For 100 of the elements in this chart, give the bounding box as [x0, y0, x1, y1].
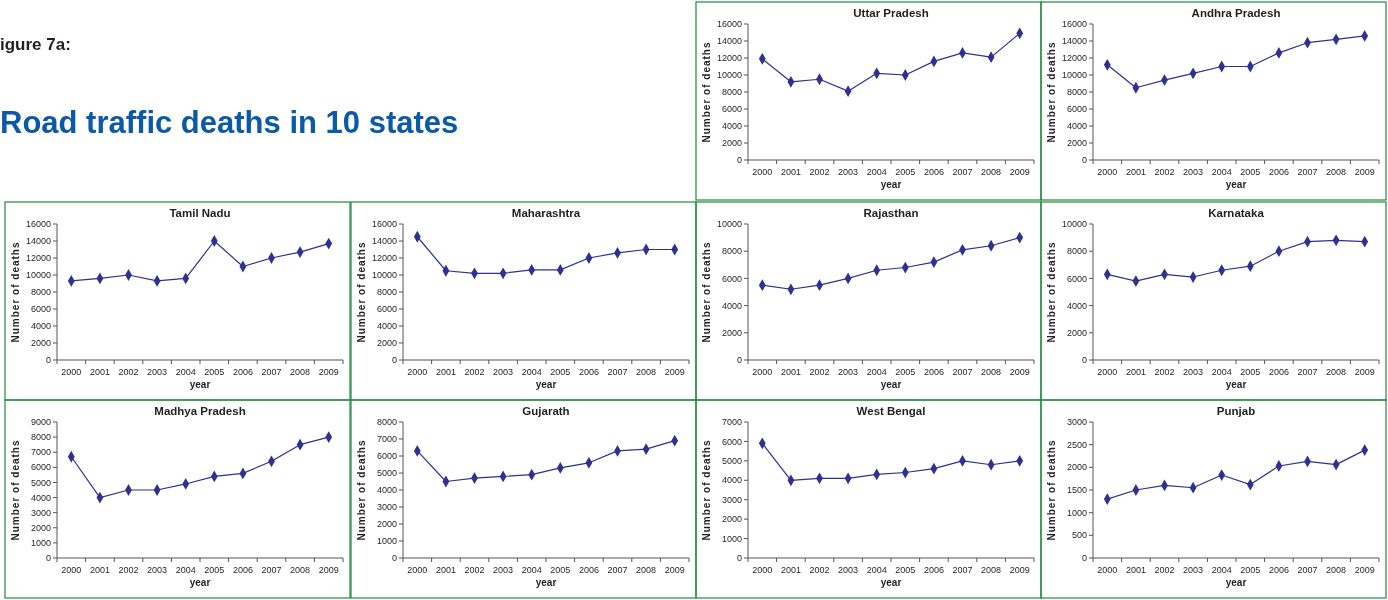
x-tick-label: 2002 [1154, 367, 1175, 377]
y-tick-label: 5000 [30, 477, 51, 488]
y-tick-label: 2000 [30, 522, 51, 533]
x-tick-label: 2008 [981, 167, 1002, 177]
x-tick-label: 2001 [435, 565, 456, 575]
y-tick-label: 4000 [376, 321, 397, 332]
y-tick-label: 16000 [716, 19, 742, 30]
x-tick-label: 2000 [752, 565, 773, 575]
x-tick-label: 2005 [1240, 565, 1261, 575]
x-tick-label: 2004 [1211, 367, 1232, 377]
x-tick-label: 2007 [261, 565, 282, 575]
y-tick-label: 0 [391, 355, 397, 366]
x-tick-label: 2008 [290, 565, 311, 575]
y-tick-label: 6000 [376, 304, 397, 315]
y-tick-label: 12000 [716, 53, 742, 64]
chart-title: Andhra Pradesh [1191, 7, 1281, 19]
y-tick-label: 0 [45, 355, 51, 366]
x-axis-title: year [535, 379, 557, 390]
y-tick-label: 8000 [30, 432, 51, 443]
y-tick-label: 3000 [376, 502, 397, 513]
y-tick-label: 6000 [721, 436, 742, 447]
x-tick-label: 2003 [838, 367, 859, 377]
x-tick-label: 2008 [636, 367, 657, 377]
x-tick-label: 2006 [232, 565, 253, 575]
x-tick-label: 2005 [895, 565, 916, 575]
x-tick-label: 2006 [232, 367, 253, 377]
y-tick-label: 0 [1081, 553, 1087, 564]
y-tick-label: 16000 [25, 219, 51, 230]
y-tick-label: 10000 [1061, 219, 1087, 230]
x-tick-label: 2001 [1125, 565, 1146, 575]
y-tick-label: 10000 [25, 270, 51, 281]
y-tick-label: 2000 [30, 338, 51, 349]
x-tick-label: 2004 [175, 367, 196, 377]
x-tick-label: 2002 [809, 167, 830, 177]
x-axis-title: year [535, 577, 557, 588]
y-tick-label: 0 [736, 355, 742, 366]
text: Road traffic deaths in 10 states [0, 105, 459, 140]
x-tick-label: 2003 [1183, 565, 1204, 575]
x-tick-label: 2000 [61, 565, 82, 575]
x-tick-label: 2000 [1097, 167, 1118, 177]
x-tick-label: 2005 [204, 565, 225, 575]
y-tick-label: 12000 [25, 253, 51, 264]
x-tick-label: 2005 [895, 367, 916, 377]
x-tick-label: 2009 [1354, 367, 1375, 377]
x-tick-label: 2007 [607, 367, 628, 377]
x-tick-label: 2009 [1354, 565, 1375, 575]
x-tick-label: 2009 [1009, 367, 1030, 377]
x-tick-label: 2006 [923, 367, 944, 377]
y-tick-label: 6000 [721, 104, 742, 115]
y-tick-label: 2000 [1066, 138, 1087, 149]
y-tick-label: 4000 [721, 121, 742, 132]
x-tick-label: 2009 [318, 367, 339, 377]
x-tick-label: 2005 [1240, 367, 1261, 377]
chart-title: Tamil Nadu [169, 207, 231, 219]
x-tick-label: 2004 [175, 565, 196, 575]
y-tick-label: 16000 [1061, 19, 1087, 30]
x-tick-label: 2003 [147, 367, 168, 377]
x-tick-label: 2002 [809, 367, 830, 377]
y-tick-label: 7000 [376, 434, 397, 445]
y-tick-label: 10000 [716, 70, 742, 81]
text: igure 7a: [0, 35, 71, 54]
y-tick-label: 6000 [721, 273, 742, 284]
x-tick-label: 2008 [981, 565, 1002, 575]
y-axis-title: Number of deaths [356, 241, 367, 343]
x-tick-label: 2006 [923, 565, 944, 575]
y-tick-label: 0 [391, 553, 397, 564]
y-tick-label: 1000 [721, 533, 742, 544]
x-tick-label: 2003 [838, 565, 859, 575]
x-tick-label: 2003 [838, 167, 859, 177]
y-axis-title: Number of deaths [1046, 41, 1057, 143]
y-tick-label: 2000 [721, 514, 742, 525]
x-tick-label: 2006 [1268, 167, 1289, 177]
x-tick-label: 2009 [1009, 167, 1030, 177]
x-tick-label: 2001 [780, 565, 801, 575]
y-tick-label: 0 [1081, 355, 1087, 366]
y-tick-label: 2500 [1066, 439, 1087, 450]
x-tick-label: 2000 [752, 167, 773, 177]
y-tick-label: 8000 [1066, 246, 1087, 257]
x-tick-label: 2008 [636, 565, 657, 575]
y-tick-label: 7000 [721, 417, 742, 428]
x-axis-title: year [880, 179, 902, 190]
y-tick-label: 14000 [25, 236, 51, 247]
x-tick-label: 2008 [290, 367, 311, 377]
x-tick-label: 2003 [493, 367, 514, 377]
x-tick-label: 2002 [464, 565, 485, 575]
y-tick-label: 6000 [1066, 104, 1087, 115]
x-tick-label: 2006 [923, 167, 944, 177]
x-tick-label: 2005 [1240, 167, 1261, 177]
x-tick-label: 2001 [89, 367, 110, 377]
x-tick-label: 2004 [866, 565, 887, 575]
y-tick-label: 4000 [30, 321, 51, 332]
y-tick-label: 14000 [716, 36, 742, 47]
y-tick-label: 6000 [30, 304, 51, 315]
y-tick-label: 8000 [721, 246, 742, 257]
y-tick-label: 4000 [721, 300, 742, 311]
x-tick-label: 2002 [1154, 167, 1175, 177]
x-tick-label: 2002 [1154, 565, 1175, 575]
y-tick-label: 6000 [376, 451, 397, 462]
y-tick-label: 5000 [376, 468, 397, 479]
x-tick-label: 2008 [1326, 565, 1347, 575]
